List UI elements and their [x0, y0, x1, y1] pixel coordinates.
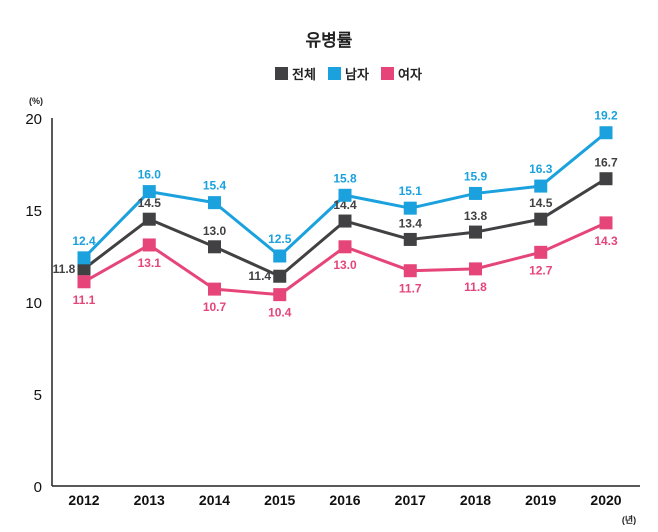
- y-tick-label: 20: [25, 111, 42, 128]
- data-point-marker: [208, 240, 221, 254]
- data-point-marker: [142, 185, 156, 199]
- data-point-marker: [403, 201, 417, 215]
- legend-swatch-2: [381, 67, 394, 80]
- data-point-marker: [77, 275, 91, 289]
- data-point-marker: [534, 179, 548, 193]
- data-point-marker: [534, 212, 548, 226]
- data-point-marker: [403, 264, 417, 278]
- data-label: 10.4: [268, 306, 292, 320]
- data-point-marker: [77, 262, 91, 276]
- data-point-marker: [142, 238, 156, 252]
- data-label: 13.8: [464, 209, 488, 223]
- x-tick-label: 2016: [329, 492, 360, 508]
- x-tick-label: 2020: [590, 492, 621, 508]
- data-label: 11.4: [248, 269, 271, 283]
- y-tick-label: 5: [34, 387, 42, 404]
- data-label: 16.0: [138, 168, 162, 182]
- legend-label-1: 남자: [345, 67, 369, 83]
- data-label: 14.5: [529, 196, 553, 210]
- data-point-marker: [599, 126, 613, 140]
- data-label: 11.1: [73, 293, 96, 307]
- data-point-marker: [338, 240, 352, 254]
- legend-swatch-1: [328, 67, 341, 80]
- y-tick-label: 0: [34, 479, 42, 496]
- y-axis-unit: (%): [29, 96, 43, 106]
- data-point-marker: [273, 249, 287, 263]
- data-point-marker: [469, 225, 482, 239]
- x-tick-label: 2012: [68, 492, 99, 508]
- data-point-marker: [599, 216, 613, 230]
- data-label: 19.2: [594, 109, 618, 123]
- data-label: 11.7: [399, 282, 422, 296]
- data-label: 15.4: [203, 179, 227, 193]
- data-point-marker: [273, 288, 287, 302]
- x-tick-label: 2018: [460, 492, 491, 508]
- data-point-marker: [469, 186, 482, 200]
- legend-label-2: 여자: [398, 67, 422, 83]
- data-label: 13.1: [138, 256, 162, 270]
- data-label: 15.9: [464, 169, 488, 183]
- x-axis-unit: (년): [622, 514, 636, 525]
- data-label: 16.3: [529, 162, 553, 176]
- data-label: 14.5: [138, 196, 162, 210]
- x-tick-label: 2013: [134, 492, 165, 508]
- data-label: 12.7: [529, 263, 553, 277]
- data-label: 13.4: [399, 216, 423, 230]
- legend-swatch-0: [275, 67, 288, 80]
- x-tick-label: 2019: [525, 492, 556, 508]
- data-point-marker: [469, 262, 482, 276]
- data-point-marker: [273, 269, 287, 283]
- y-tick-label: 15: [25, 203, 42, 220]
- x-tick-label: 2017: [395, 492, 426, 508]
- data-label: 11.8: [464, 280, 487, 294]
- data-point-marker: [599, 172, 613, 186]
- data-point-marker: [534, 245, 548, 259]
- data-point-marker: [142, 212, 156, 226]
- data-point-marker: [208, 196, 221, 210]
- x-tick-label: 2015: [264, 492, 295, 508]
- data-point-marker: [338, 188, 352, 202]
- legend-label-0: 전체: [292, 67, 316, 83]
- data-label: 14.3: [594, 234, 618, 248]
- x-tick-label: 2014: [199, 492, 230, 508]
- data-point-marker: [208, 282, 221, 296]
- data-point-marker: [77, 251, 91, 265]
- data-label: 15.8: [333, 171, 357, 185]
- data-label: 16.7: [594, 156, 618, 170]
- chart-title: 유병률: [306, 31, 353, 51]
- data-point-marker: [338, 214, 352, 228]
- data-label: 11.8: [53, 262, 76, 276]
- data-label: 13.0: [203, 224, 227, 238]
- data-point-marker: [403, 232, 417, 246]
- data-label: 10.7: [203, 300, 227, 314]
- data-label: 13.0: [333, 258, 357, 272]
- data-label: 12.4: [72, 234, 96, 248]
- data-label: 15.1: [399, 184, 423, 198]
- y-tick-label: 10: [25, 295, 42, 312]
- data-label: 12.5: [268, 232, 292, 246]
